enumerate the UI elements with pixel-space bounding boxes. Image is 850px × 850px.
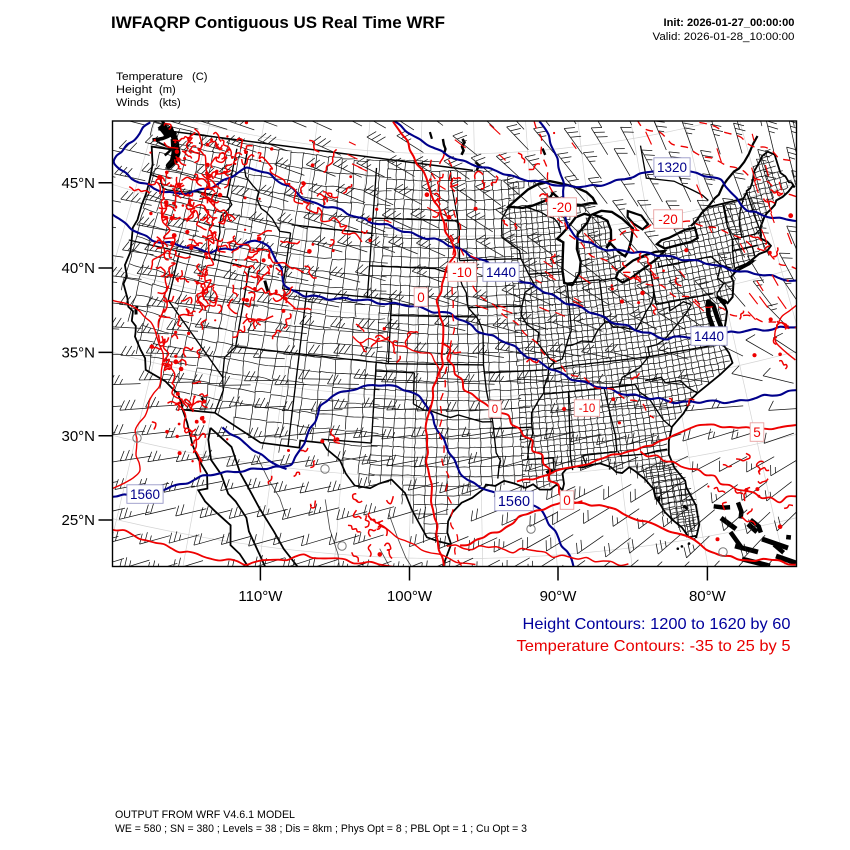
svg-text:(kts): (kts) bbox=[159, 97, 181, 109]
svg-text:0: 0 bbox=[563, 493, 571, 508]
svg-text:90°W: 90°W bbox=[540, 588, 578, 605]
svg-text:45°N: 45°N bbox=[61, 175, 95, 192]
svg-text:Temperature: Temperature bbox=[116, 71, 183, 83]
svg-text:-20: -20 bbox=[658, 212, 678, 227]
svg-text:Winds: Winds bbox=[116, 97, 149, 109]
svg-text:-20: -20 bbox=[552, 200, 572, 215]
svg-text:Height: Height bbox=[116, 84, 153, 96]
svg-text:OUTPUT FROM WRF V4.6.1 MODEL: OUTPUT FROM WRF V4.6.1 MODEL bbox=[115, 809, 295, 821]
svg-text:(m): (m) bbox=[159, 84, 176, 96]
svg-text:100°W: 100°W bbox=[387, 588, 433, 605]
svg-text:Valid: 2026-01-28_10:00:00: Valid: 2026-01-28_10:00:00 bbox=[653, 31, 795, 43]
svg-text:Temperature Contours: -35 to 2: Temperature Contours: -35 to 25 by 5 bbox=[517, 638, 791, 655]
svg-text:80°W: 80°W bbox=[689, 588, 727, 605]
svg-text:1560: 1560 bbox=[498, 494, 530, 510]
svg-text:0: 0 bbox=[417, 290, 425, 305]
svg-text:5: 5 bbox=[753, 425, 761, 440]
svg-text:-10: -10 bbox=[579, 403, 596, 415]
svg-text:25°N: 25°N bbox=[61, 512, 95, 529]
svg-text:1560: 1560 bbox=[130, 487, 160, 502]
svg-text:0: 0 bbox=[492, 404, 498, 416]
svg-text:(C): (C) bbox=[192, 71, 208, 83]
svg-text:110°W: 110°W bbox=[238, 588, 283, 605]
svg-text:WE = 580 ; SN = 380 ; Levels =: WE = 580 ; SN = 380 ; Levels = 38 ; Dis … bbox=[115, 823, 527, 835]
svg-text:35°N: 35°N bbox=[61, 345, 95, 362]
svg-text:1440: 1440 bbox=[694, 329, 724, 344]
svg-text:IWFAQRP Contiguous US Real Tim: IWFAQRP Contiguous US Real Time WRF bbox=[111, 14, 445, 32]
svg-text:-10: -10 bbox=[452, 265, 472, 280]
svg-text:1440: 1440 bbox=[486, 265, 516, 280]
svg-text:1320: 1320 bbox=[657, 160, 687, 175]
svg-text:Init: 2026-01-27_00:00:00: Init: 2026-01-27_00:00:00 bbox=[664, 17, 795, 29]
svg-text:40°N: 40°N bbox=[61, 260, 95, 277]
svg-text:Height Contours: 1200 to 1620: Height Contours: 1200 to 1620 by 60 bbox=[523, 616, 791, 633]
svg-text:30°N: 30°N bbox=[61, 428, 95, 445]
